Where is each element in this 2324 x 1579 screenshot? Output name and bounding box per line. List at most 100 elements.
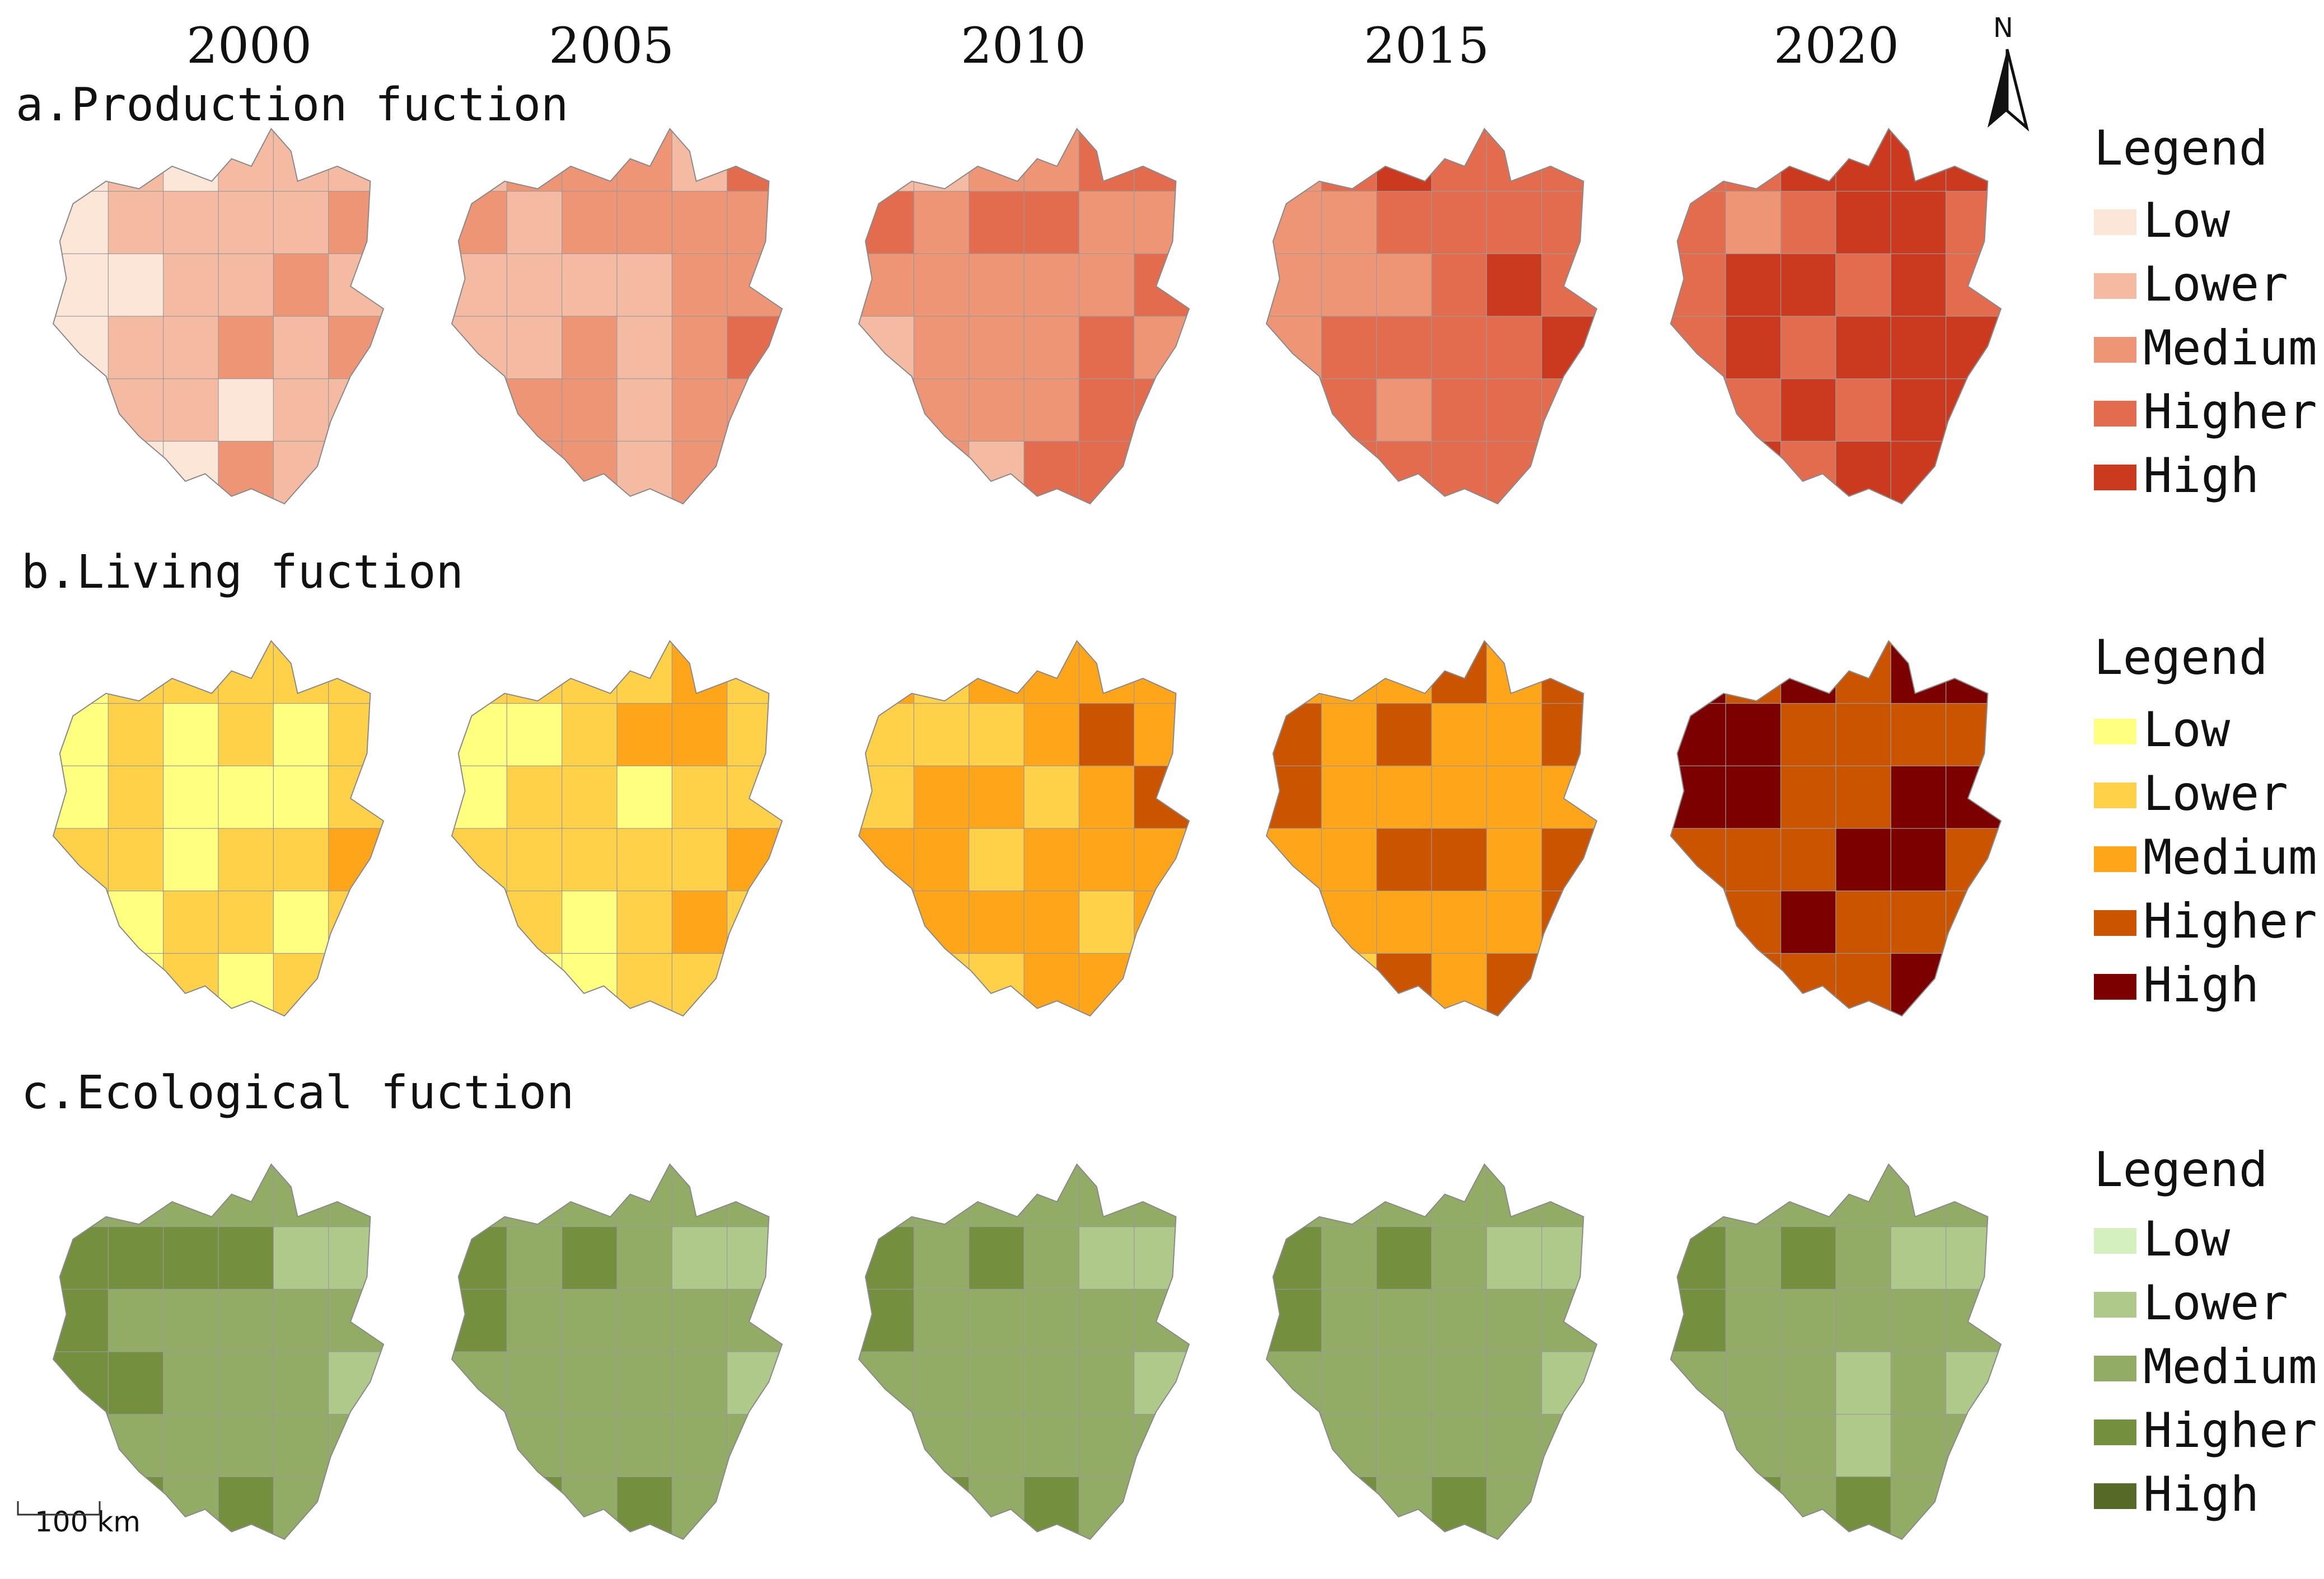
map-0-2	[858, 128, 1190, 505]
map-unit	[1725, 1164, 1782, 1228]
map-unit	[1078, 641, 1135, 705]
map-unit	[452, 1226, 508, 1290]
legend-c-swatch-lower	[2094, 1292, 2136, 1318]
map-unit	[969, 891, 1025, 954]
map-unit	[671, 1164, 728, 1228]
map-unit	[1780, 129, 1837, 193]
map-unit	[671, 1351, 728, 1416]
map-unit	[616, 378, 673, 442]
map-unit	[562, 1476, 618, 1539]
map-unit	[727, 1288, 782, 1353]
map-unit	[53, 1351, 109, 1416]
map-unit	[1780, 253, 1837, 317]
map-unit	[616, 765, 673, 830]
map-1-3	[1265, 640, 1598, 1017]
map-unit	[506, 191, 563, 255]
map-unit	[1890, 1414, 1947, 1478]
map-unit	[506, 1351, 563, 1416]
map-unit	[506, 828, 563, 892]
map-unit	[452, 129, 508, 193]
map-unit	[727, 1476, 782, 1539]
map-unit	[616, 891, 673, 954]
map-unit	[671, 828, 728, 892]
year-label-2005: 2005	[549, 17, 674, 74]
map-unit	[328, 828, 384, 892]
map-unit	[562, 953, 618, 1016]
map-unit	[1023, 891, 1080, 954]
map-unit	[1725, 1351, 1782, 1416]
legend-a-swatch-high	[2094, 465, 2136, 490]
map-unit	[1431, 703, 1488, 767]
map-boundary	[1670, 640, 2002, 1017]
legend-b-swatch-higher	[2094, 910, 2136, 936]
legend-a-swatch-lower	[2094, 273, 2136, 299]
map-unit	[218, 1414, 274, 1478]
map-unit	[859, 378, 915, 442]
map-unit	[1134, 765, 1189, 830]
map-unit	[671, 1288, 728, 1353]
map-unit	[1946, 1351, 2001, 1416]
map-unit	[1725, 765, 1782, 830]
map-unit	[1671, 253, 1727, 317]
map-unit	[1078, 191, 1135, 255]
map-unit	[1890, 253, 1947, 317]
map-unit	[1890, 891, 1947, 954]
map-unit	[1078, 441, 1135, 504]
map-boundary	[451, 1163, 783, 1540]
map-unit	[1671, 378, 1727, 442]
map-unit	[53, 828, 109, 892]
legend-c-label-higher: Higher	[2143, 1403, 2317, 1459]
map-unit	[969, 1476, 1025, 1539]
map-unit	[506, 1226, 563, 1290]
map-unit	[1725, 191, 1782, 255]
north-label: N	[1993, 12, 2013, 44]
map-unit	[1541, 1288, 1597, 1353]
map-unit	[163, 765, 219, 830]
legend-c-swatch-medium	[2094, 1356, 2136, 1381]
map-unit	[1946, 378, 2001, 442]
map-unit	[328, 1351, 384, 1416]
map-unit	[913, 253, 970, 317]
map-unit	[1321, 641, 1378, 705]
map-unit	[452, 1164, 508, 1228]
map-unit	[107, 1288, 165, 1353]
map-unit	[859, 1351, 915, 1416]
map-unit	[506, 765, 563, 830]
map-unit	[671, 441, 728, 504]
map-unit	[1078, 703, 1135, 767]
year-label-2000: 2000	[186, 17, 312, 74]
map-unit	[1266, 1164, 1322, 1228]
map-unit	[1890, 316, 1947, 380]
map-unit	[727, 703, 782, 767]
map-unit	[163, 1414, 219, 1478]
map-unit	[1725, 1288, 1782, 1353]
map-unit	[913, 1288, 970, 1353]
map-unit	[1376, 1226, 1433, 1290]
map-unit	[1671, 129, 1727, 193]
legend-c-label-lower: Lower	[2143, 1275, 2288, 1331]
map-unit	[1946, 765, 2001, 830]
map-unit	[53, 378, 109, 442]
map-unit	[53, 1226, 109, 1290]
map-unit	[452, 253, 508, 317]
map-unit	[452, 641, 508, 705]
year-label-2010: 2010	[961, 17, 1086, 74]
map-unit	[1486, 441, 1543, 504]
map-unit	[163, 1226, 219, 1290]
map-unit	[1725, 253, 1782, 317]
map-unit	[1134, 1288, 1189, 1353]
map-unit	[913, 641, 970, 705]
map-unit	[859, 129, 915, 193]
map-unit	[1134, 891, 1189, 954]
map-unit	[913, 1164, 970, 1228]
map-unit	[969, 191, 1025, 255]
map-unit	[1266, 703, 1322, 767]
map-unit	[562, 1351, 618, 1416]
map-unit	[1376, 641, 1433, 705]
map-unit	[107, 641, 165, 705]
map-boundary	[1265, 1163, 1598, 1540]
map-unit	[1431, 1226, 1488, 1290]
map-unit	[1376, 129, 1433, 193]
map-unit	[1890, 953, 1947, 1016]
map-unit	[107, 703, 165, 767]
